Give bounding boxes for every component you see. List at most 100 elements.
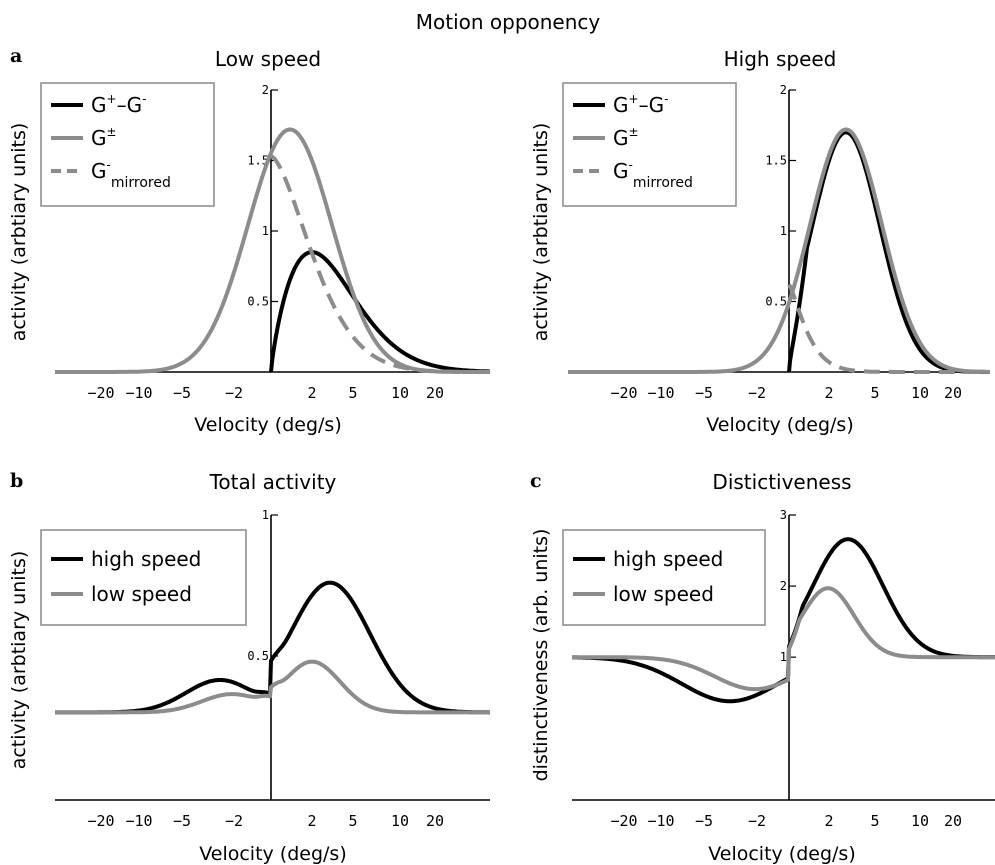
high-speed-xtick-label: −5 (695, 384, 713, 402)
low-speed-xtick-label: −10 (125, 384, 152, 402)
total-activity-series-line (54, 659, 491, 715)
high-speed-title: High speed (724, 47, 837, 71)
low-speed-xtick-label: −5 (173, 384, 191, 402)
low-speed-xtick-label: 20 (426, 384, 444, 402)
legend-sub: mirrored (111, 175, 171, 191)
high-speed-xtick-label: 20 (944, 384, 962, 402)
total-activity-legend-label: low speed (91, 582, 192, 606)
distictiveness-xtick-label: −10 (647, 812, 674, 830)
panel-low-speed: Low speed activity (arbtiary units) Veloci… (8, 47, 491, 436)
distictiveness-legend-box (562, 529, 766, 626)
legend-sup: ± (107, 125, 117, 139)
distictiveness-xtick-label: −5 (695, 812, 713, 830)
panel-total-activity: Total activity activity (arbtiary units) V… (8, 470, 491, 865)
distictiveness-title: Distictiveness (712, 470, 851, 494)
high-speed-ytick-label: 1 (780, 224, 787, 238)
distictiveness-xtick-label: −20 (610, 812, 637, 830)
total-activity-legend-box (40, 529, 247, 626)
high-speed-legend-label: G-mirrored (613, 158, 693, 191)
low-speed-legend-label: G+–G- (91, 92, 146, 117)
legend-base: G (613, 126, 629, 150)
legend-sup: - (629, 158, 633, 172)
high-speed-xlabel: Velocity (deg/s) (706, 414, 854, 436)
legend-mid: –G (639, 93, 665, 117)
low-speed-series-line (270, 154, 491, 374)
total-activity-xtick-label: −20 (87, 812, 114, 830)
distictiveness-ytick-label: 2 (780, 579, 787, 593)
legend-base: G (91, 126, 107, 150)
distictiveness-xtick-label: 10 (911, 812, 929, 830)
distictiveness-xtick-label: 5 (870, 812, 879, 830)
low-speed-xtick-label: −20 (87, 384, 114, 402)
legend-sup: ± (629, 125, 639, 139)
high-speed-xtick-label: 2 (824, 384, 833, 402)
high-speed-ylabel: activity (arbtiary units) (530, 123, 552, 342)
low-speed-series-line (54, 127, 491, 374)
total-activity-title: Total activity (209, 470, 337, 494)
panel-distinctiveness: Distictiveness distinctiveness (arb. unit… (530, 470, 995, 865)
legend-sup: - (142, 92, 146, 106)
total-activity-xtick-label: −2 (225, 812, 243, 830)
high-speed-series-line (787, 283, 991, 374)
total-activity-ytick-label: 1 (262, 508, 269, 522)
low-speed-ytick-label: 2 (262, 83, 269, 97)
high-speed-xtick-label: −2 (748, 384, 766, 402)
legend-mid: –G (117, 93, 143, 117)
legend-sup: + (107, 92, 117, 106)
distictiveness-xtick-label: 2 (824, 812, 833, 830)
distictiveness-ylabel: distinctiveness (arb. units) (530, 529, 552, 782)
distictiveness-ytick-label: 3 (780, 508, 787, 522)
panel-letter-b: b (10, 470, 23, 492)
high-speed-legend-label: G+–G- (613, 92, 668, 117)
low-speed-ytick-label: 0.5 (247, 295, 269, 309)
legend-sup: + (629, 92, 639, 106)
low-speed-xtick-label: 2 (307, 384, 316, 402)
distictiveness-series-line (571, 586, 995, 692)
legend-sup: - (107, 158, 111, 172)
legend-base: G (613, 93, 629, 117)
high-speed-xtick-label: 10 (911, 384, 929, 402)
total-activity-xtick-label: 10 (391, 812, 409, 830)
low-speed-ytick-label: 1 (262, 224, 269, 238)
total-activity-xtick-label: 5 (348, 812, 357, 830)
distictiveness-xtick-label: 20 (944, 812, 962, 830)
total-activity-xtick-label: −5 (173, 812, 191, 830)
total-activity-xtick-label: 2 (307, 812, 316, 830)
total-activity-xlabel: Velocity (deg/s) (199, 843, 347, 865)
low-speed-ylabel: activity (arbtiary units) (8, 123, 30, 342)
legend-base: G (91, 159, 107, 183)
low-speed-title: Low speed (215, 47, 321, 71)
low-speed-xtick-label: 5 (348, 384, 357, 402)
panel-letter-a: a (10, 45, 22, 67)
high-speed-legend-label: G± (613, 125, 639, 150)
high-speed-series-line (567, 127, 991, 374)
total-activity-ytick-label: 0.5 (247, 649, 269, 663)
high-speed-ytick-label: 2 (780, 83, 787, 97)
low-speed-ytick-label: 1.5 (247, 154, 269, 168)
distictiveness-legend-label: high speed (613, 547, 723, 571)
legend-base: G (91, 93, 107, 117)
legend-base: G (613, 159, 629, 183)
low-speed-series-line (269, 250, 491, 374)
high-speed-ytick-label: 1.5 (765, 154, 787, 168)
total-activity-legend-label: high speed (91, 547, 201, 571)
high-speed-xtick-label: −20 (610, 384, 637, 402)
legend-sub: mirrored (633, 175, 693, 191)
total-activity-xtick-label: −10 (125, 812, 152, 830)
low-speed-legend-label: G± (91, 125, 117, 150)
low-speed-legend-label: G-mirrored (91, 158, 171, 191)
legend-sup: - (664, 92, 668, 106)
low-speed-xlabel: Velocity (deg/s) (194, 414, 342, 436)
low-speed-xtick-label: 10 (391, 384, 409, 402)
distictiveness-ytick-label: 1 (780, 650, 787, 664)
low-speed-xtick-label: −2 (225, 384, 243, 402)
total-activity-xtick-label: 20 (426, 812, 444, 830)
figure-title: Motion opponency (416, 10, 601, 34)
distictiveness-xlabel: Velocity (deg/s) (708, 843, 856, 865)
high-speed-xtick-label: −10 (647, 384, 674, 402)
panel-high-speed: High speed activity (arbtiary units) Veloc… (530, 47, 991, 436)
distictiveness-legend-label: low speed (613, 582, 714, 606)
panel-letter-c: c (530, 470, 542, 492)
high-speed-ytick-label: 0.5 (765, 295, 787, 309)
